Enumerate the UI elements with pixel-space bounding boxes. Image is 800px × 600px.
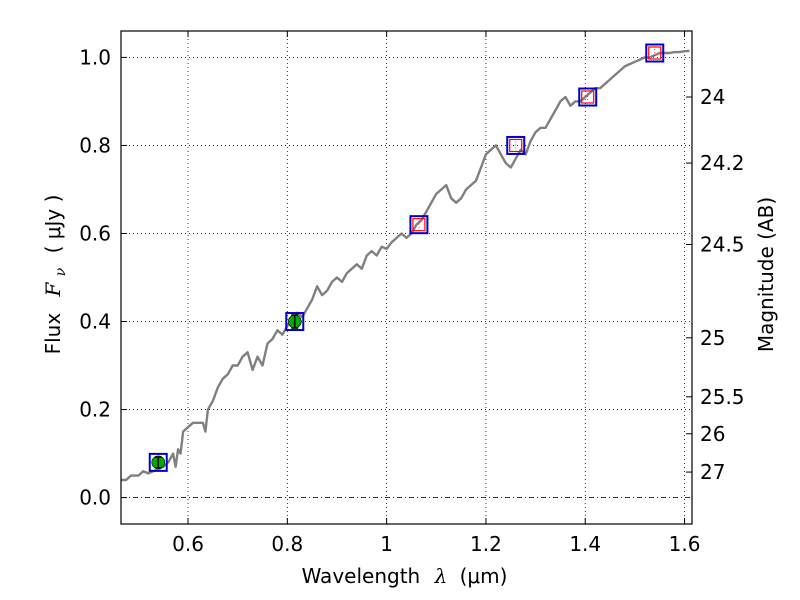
y-tick-label: 0.2 — [79, 398, 111, 422]
x-axis-label: Wavelength λ (μm) — [302, 564, 508, 588]
x-tick-label: 0.6 — [172, 532, 204, 556]
x-tick-label: 1.2 — [470, 532, 502, 556]
upper-limit-marker — [581, 90, 595, 104]
magnitude-tick-label: 26 — [700, 422, 725, 446]
plot-frame — [120, 30, 693, 525]
x-axis-label-unit: (μm) — [460, 564, 508, 588]
magnitude-tick-label: 25 — [700, 326, 725, 350]
points-layer — [148, 43, 665, 472]
y-tick-label: 0.0 — [79, 486, 111, 510]
x-tick-label: 1.4 — [569, 532, 601, 556]
magnitude-tick-label: 24.2 — [700, 151, 745, 175]
upper-limit-marker — [648, 46, 662, 60]
model-point-marker — [506, 135, 526, 155]
y-axis-label: Flux F ν ( μJy ) — [41, 195, 70, 355]
x-tick-label: 0.8 — [271, 532, 303, 556]
magnitude-axis-label: Magnitude (AB) — [754, 197, 778, 352]
x-tick-label: 1 — [380, 532, 393, 556]
y-tick-label: 0.8 — [79, 133, 111, 157]
y-tick-label: 1.0 — [79, 45, 111, 69]
magnitude-tick-label: 25.5 — [700, 385, 745, 409]
model-point-marker — [285, 312, 305, 332]
ticks-layer: 0.6 0.8 1 1.2 1.4 1.6 0.0 0.2 0.4 0.6 0.8 1.0 24 24.2… — [79, 31, 745, 556]
upper-limit-marker — [412, 218, 426, 232]
upper-limit-marker — [509, 138, 523, 153]
model-point-marker — [578, 87, 598, 107]
magnitude-tick-label: 27 — [700, 460, 725, 484]
y-axis-label-text: Flux — [41, 313, 65, 355]
model-point-marker — [409, 215, 429, 235]
y-tick-label: 0.4 — [79, 310, 111, 334]
x-axis-label-text: Wavelength — [302, 564, 421, 588]
y-axis-label-unit: ( μJy ) — [41, 195, 65, 254]
model-point-marker — [645, 43, 665, 63]
magnitude-tick-label: 24 — [700, 85, 725, 109]
y-tick-label: 0.6 — [79, 221, 111, 245]
y-axis-label-subscript: ν — [53, 267, 69, 276]
x-tick-label: 1.6 — [669, 532, 701, 556]
model-point-marker — [148, 452, 168, 472]
magnitude-tick-label: 24.5 — [700, 232, 745, 256]
x-axis-label-symbol: λ — [434, 564, 448, 588]
y-axis-label-symbol: F — [41, 281, 65, 297]
